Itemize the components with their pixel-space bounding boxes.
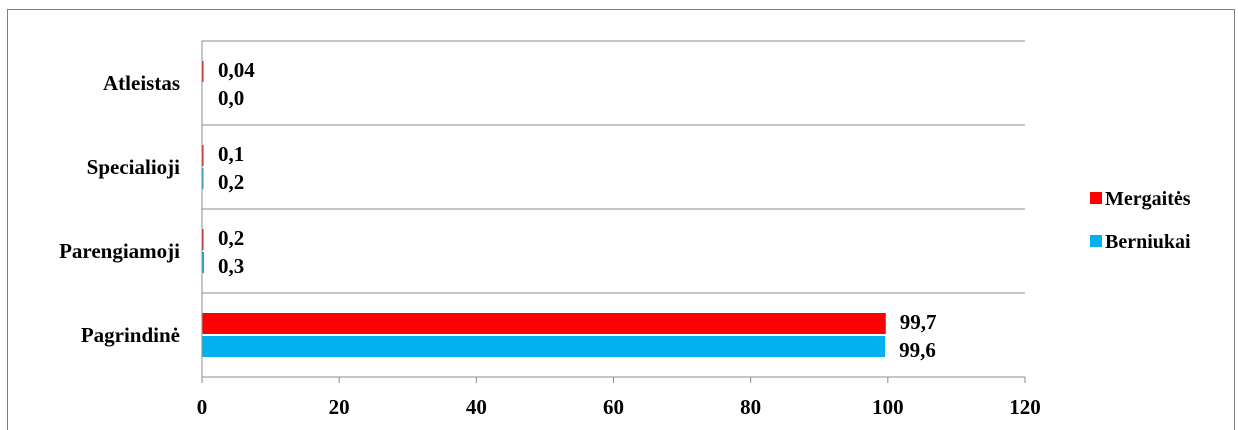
- x-tick-label: 20: [329, 395, 350, 419]
- bar: [202, 336, 886, 357]
- category-label: Parengiamoji: [59, 239, 180, 263]
- x-tick-label: 80: [740, 395, 761, 419]
- data-label: 99,6: [899, 338, 936, 362]
- legend-swatch: [1090, 192, 1102, 204]
- gridlines: [202, 40, 1025, 294]
- x-tick-label: 100: [872, 395, 904, 419]
- data-label: 0,0: [218, 86, 244, 110]
- category-label: Pagrindinė: [81, 323, 180, 347]
- bar: [202, 168, 204, 189]
- legend-swatch: [1090, 235, 1102, 247]
- category-label: Specialioji: [87, 155, 180, 179]
- data-label: 0,2: [218, 226, 244, 250]
- category-labels: Pagrindinė Parengiamoji Specialioji Atleist…: [59, 71, 180, 347]
- bar: [202, 252, 205, 273]
- x-tick-label: 120: [1009, 395, 1041, 419]
- axes: [201, 41, 1026, 383]
- data-label: 0,04: [218, 58, 255, 82]
- category-label: Atleistas: [103, 71, 180, 95]
- chart-frame: [7, 9, 1235, 430]
- legend-label: Mergaitės: [1105, 188, 1191, 210]
- data-label: 99,7: [900, 310, 937, 334]
- data-label: 0,2: [218, 170, 244, 194]
- legend: Mergaitės Berniukai: [1090, 188, 1191, 253]
- legend-label: Berniukai: [1105, 231, 1191, 253]
- data-label: 0,1: [218, 142, 244, 166]
- x-tick-label: 40: [466, 395, 487, 419]
- data-labels: 99,7 99,6 0,2 0,3 0,1 0,2 0,04 0,0: [218, 58, 937, 362]
- bar: [202, 145, 204, 166]
- tick-labels: 0 20 40 60 80 100 120: [197, 395, 1041, 419]
- bar: [202, 61, 204, 82]
- bar: [202, 229, 204, 250]
- x-tick-label: 60: [603, 395, 624, 419]
- bar: [202, 313, 886, 334]
- bars: [202, 61, 886, 357]
- x-tick-label: 0: [197, 395, 208, 419]
- data-label: 0,3: [218, 254, 244, 278]
